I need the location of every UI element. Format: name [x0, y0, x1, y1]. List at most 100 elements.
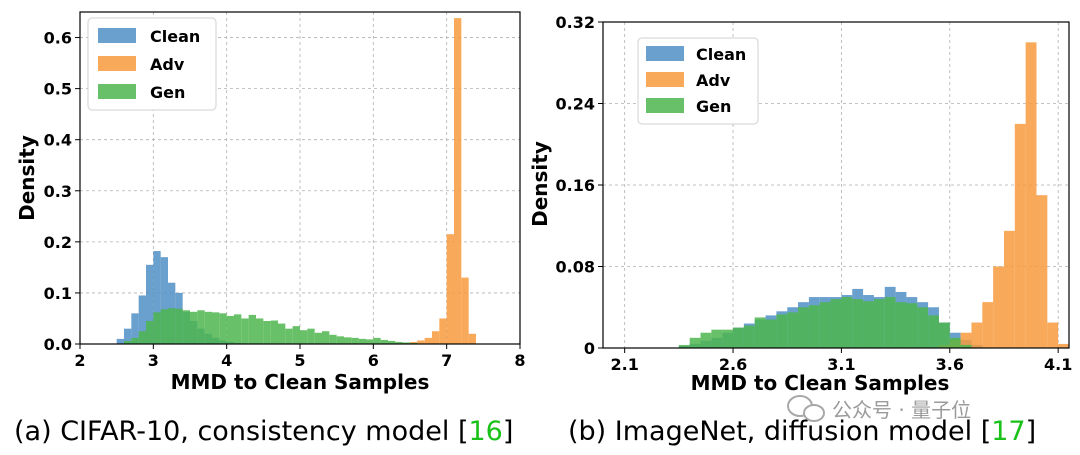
chart-a-bar-gen [270, 320, 278, 344]
chart-b-bar-gen [733, 327, 744, 348]
chart-b-bar-gen [754, 317, 766, 348]
chart-a: 2 3 4 5 6 7 8 0.0 0.1 0.2 0.3 0.4 0.5 0.6 MMD to Cle… [15, 11, 526, 394]
chart-b-bar-gen [830, 299, 842, 348]
caption-b-text: (b) ImageNet, diffusion model [ [568, 416, 991, 447]
chart-a-bar-adv [417, 340, 425, 344]
chart-a-bar-gen [307, 328, 315, 344]
chart-b-xtick-label: 3.6 [936, 355, 964, 374]
chart-b-bar-adv [971, 322, 983, 348]
chart-b-bar-adv [1025, 42, 1037, 348]
chart-b-xtick-label: 2.1 [611, 355, 639, 374]
chart-a-bar-gen [336, 336, 344, 344]
chart-a-xtick-label: 5 [294, 351, 305, 370]
chart-b-xtick-label: 4.1 [1044, 355, 1072, 374]
chart-a-ytick-label: 0.3 [44, 182, 72, 201]
chart-a-bar-gen [322, 331, 330, 344]
chart-a-xtick-label: 4 [221, 351, 232, 370]
chart-b-bar-gen [711, 329, 723, 348]
chart-a-bar-clean [160, 257, 168, 344]
chart-a-bar-clean [146, 264, 154, 344]
chart-a-bar-gen [124, 340, 132, 344]
chart-b-bar-gen [949, 337, 961, 348]
chart-a-bar-gen [373, 337, 381, 344]
chart-a-bar-gen [256, 318, 264, 344]
chart-b-bar-gen [689, 337, 701, 348]
chart-a-bar-gen [395, 341, 403, 344]
chart-a-legend-swatch-gen [98, 84, 136, 99]
chart-b-legend: Clean Adv Gen [637, 37, 759, 125]
chart-a-bar-gen [300, 330, 308, 344]
caption-b-ref[interactable]: 17 [991, 416, 1025, 447]
chart-a-bar-gen [278, 323, 286, 344]
chart-a-bar-gen [226, 315, 234, 344]
watermark: 公众号 · 量子位 [787, 395, 971, 422]
chart-b-bar-adv [1003, 230, 1015, 348]
chart-b-bar-adv [982, 302, 994, 348]
chart-b-bar-gen [776, 314, 788, 348]
chart-a-bar-adv [454, 18, 462, 344]
chart-b-bar-gen [722, 329, 734, 348]
chart-a-xtick-label: 3 [148, 351, 159, 370]
chart-b-bar-gen [798, 307, 809, 348]
chart-b-ytick-label: 0.24 [556, 95, 595, 114]
chart-a-bar-gen [380, 339, 388, 344]
chart-a-ytick-label: 0.1 [44, 284, 72, 303]
chart-a-bar-gen [285, 328, 293, 344]
chart-a-legend-label-clean: Clean [150, 27, 200, 46]
chart-a-bar-gen [146, 321, 154, 344]
chart-a-ylabel: Density [15, 135, 39, 221]
chart-b-bar-adv [960, 332, 972, 348]
caption-a: (a) CIFAR-10, consistency model [16] [14, 416, 513, 447]
chart-a-bar-gen [248, 314, 256, 344]
chart-b-bar-gen [743, 325, 755, 348]
caption-a-ref[interactable]: 16 [468, 416, 502, 447]
caption-b-close: ] [1026, 416, 1037, 447]
chart-a-bar-gen [138, 331, 146, 344]
chart-a-legend-swatch-clean [98, 28, 136, 43]
chart-a-bar-gen [204, 311, 212, 344]
chart-a-bar-gen [314, 332, 322, 344]
chart-b-ytick-label: 0.08 [556, 258, 595, 277]
chart-b-bar-gen [863, 301, 874, 348]
chart-a-bar-gen [388, 340, 396, 344]
chart-b-xtick-label: 3.1 [827, 355, 855, 374]
chart-a-bar-gen [197, 310, 205, 344]
chart-a-bar-gen [175, 308, 183, 344]
chart-b-bar-gen [928, 315, 939, 348]
chart-a-ytick-label: 0.4 [44, 131, 72, 150]
chart-b-bar-adv [1014, 123, 1026, 348]
watermark-text: 公众号 · 量子位 [832, 398, 971, 422]
chart-b-bar-adv [1047, 322, 1059, 348]
chart-b-legend-swatch-gen [646, 98, 684, 113]
chart-a-bar-gen [366, 339, 374, 344]
caption-a-text: (a) CIFAR-10, consistency model [ [14, 416, 468, 447]
chart-a-bar-gen [329, 334, 337, 344]
chart-a-bar-gen [153, 312, 161, 344]
chart-a-bar-gen [219, 313, 227, 344]
chart-b-bar-adv [1036, 195, 1048, 348]
chart-b-bar-gen [808, 305, 820, 348]
chart-a-bar-gen [182, 310, 190, 344]
chart-a-bar-clean [116, 338, 124, 344]
chart-a-legend-label-gen: Gen [150, 83, 185, 102]
chart-b-bar-gen [873, 299, 885, 348]
chart-a-bar-clean [131, 313, 139, 344]
chart-a-bar-gen [190, 311, 198, 344]
chart-a-bar-adv [468, 333, 476, 344]
chart-b-bar-gen [841, 297, 853, 348]
chart-a-xlabel: MMD to Clean Samples [171, 370, 430, 394]
chart-a-bar-clean [153, 251, 161, 344]
chart-a-bar-gen [234, 314, 242, 344]
chart-a-xtick-label: 8 [514, 351, 525, 370]
chart-a-legend-label-adv: Adv [150, 55, 185, 74]
chart-a-bar-gen [241, 318, 249, 344]
chart-b-legend-swatch-adv [646, 72, 684, 87]
chart-a-bar-adv [432, 331, 440, 344]
chart-b-bar-gen [938, 322, 950, 348]
chart-a-bar-gen [131, 337, 139, 344]
chart-b-legend-label-gen: Gen [696, 97, 731, 116]
chart-a-bar-adv [439, 318, 447, 344]
chart-a-bar-gen [358, 338, 366, 344]
chart-a-bar-gen [263, 321, 271, 344]
chart-a-bar-gen [212, 312, 220, 344]
